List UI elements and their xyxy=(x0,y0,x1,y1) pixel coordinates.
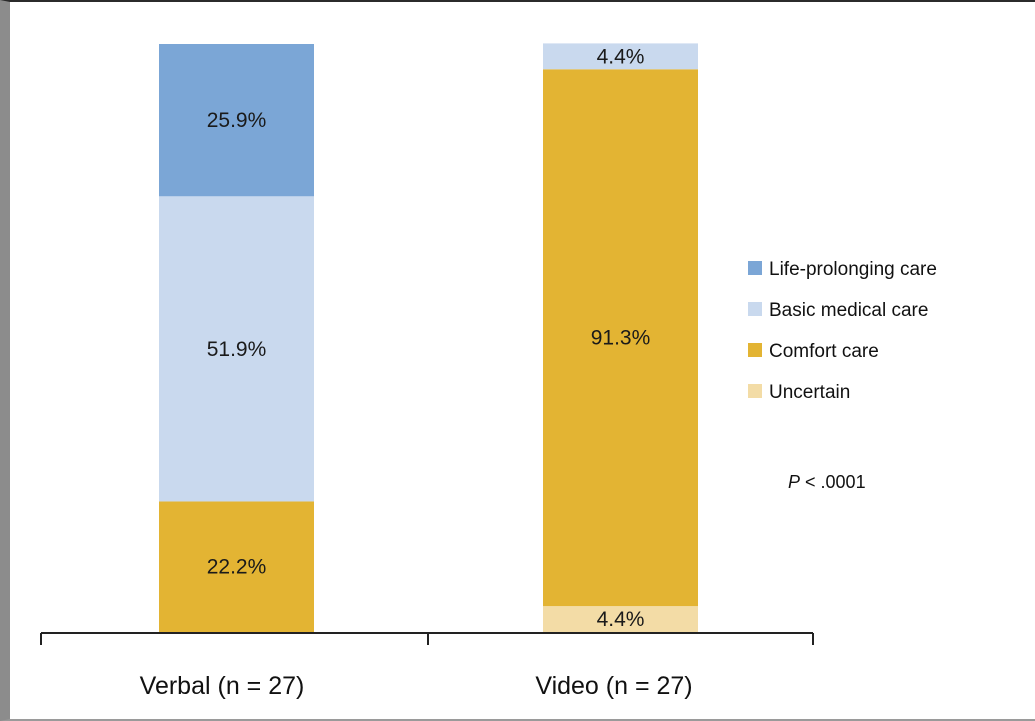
legend-swatch-life-prolonging-care xyxy=(748,261,762,275)
legend-item-uncertain: Uncertain xyxy=(748,382,850,403)
p-value-annotation: P < .0001 xyxy=(788,472,866,492)
legend: Life-prolonging care Basic medical care Co… xyxy=(748,259,937,403)
x-axis: Verbal (n = 27) Video (n = 27) xyxy=(40,632,814,700)
legend-label-uncertain: Uncertain xyxy=(769,382,850,403)
legend-label-life-prolonging-care: Life-prolonging care xyxy=(769,259,937,280)
legend-item-basic-medical-care: Basic medical care xyxy=(748,300,928,321)
legend-swatch-uncertain xyxy=(748,384,762,398)
category-label-video: Video (n = 27) xyxy=(535,672,692,700)
bar-segment-verbal-basic-medical-care xyxy=(159,196,314,502)
bar-segment-video-basic-medical-care xyxy=(543,43,698,70)
annotation: P < .0001 xyxy=(788,472,866,492)
category-label-verbal: Verbal (n = 27) xyxy=(140,672,305,700)
data-label-verbal-comfort-care: 22.2% xyxy=(207,556,267,579)
bar-segment-video-comfort-care xyxy=(543,69,698,607)
legend-swatch-comfort-care xyxy=(748,343,762,357)
legend-item-comfort-care: Comfort care xyxy=(748,341,879,362)
bar-segment-verbal-life-prolonging-care xyxy=(159,44,314,197)
data-label-verbal-life-prolonging-care: 25.9% xyxy=(207,109,267,132)
data-label-video-basic-medical-care: 4.4% xyxy=(597,45,645,68)
legend-swatch-basic-medical-care xyxy=(748,302,762,316)
bars-layer: 22.2% 51.9% 25.9% 4.4% 91.3% 4.4% xyxy=(159,43,698,632)
data-label-video-comfort-care: 91.3% xyxy=(591,327,651,350)
legend-item-life-prolonging-care: Life-prolonging care xyxy=(748,259,937,280)
bar-segment-video-uncertain xyxy=(543,606,698,632)
legend-label-basic-medical-care: Basic medical care xyxy=(769,300,928,321)
data-label-video-uncertain: 4.4% xyxy=(597,608,645,631)
legend-label-comfort-care: Comfort care xyxy=(769,341,879,362)
bar-segment-verbal-comfort-care xyxy=(159,501,314,632)
data-label-verbal-basic-medical-care: 51.9% xyxy=(207,338,267,361)
